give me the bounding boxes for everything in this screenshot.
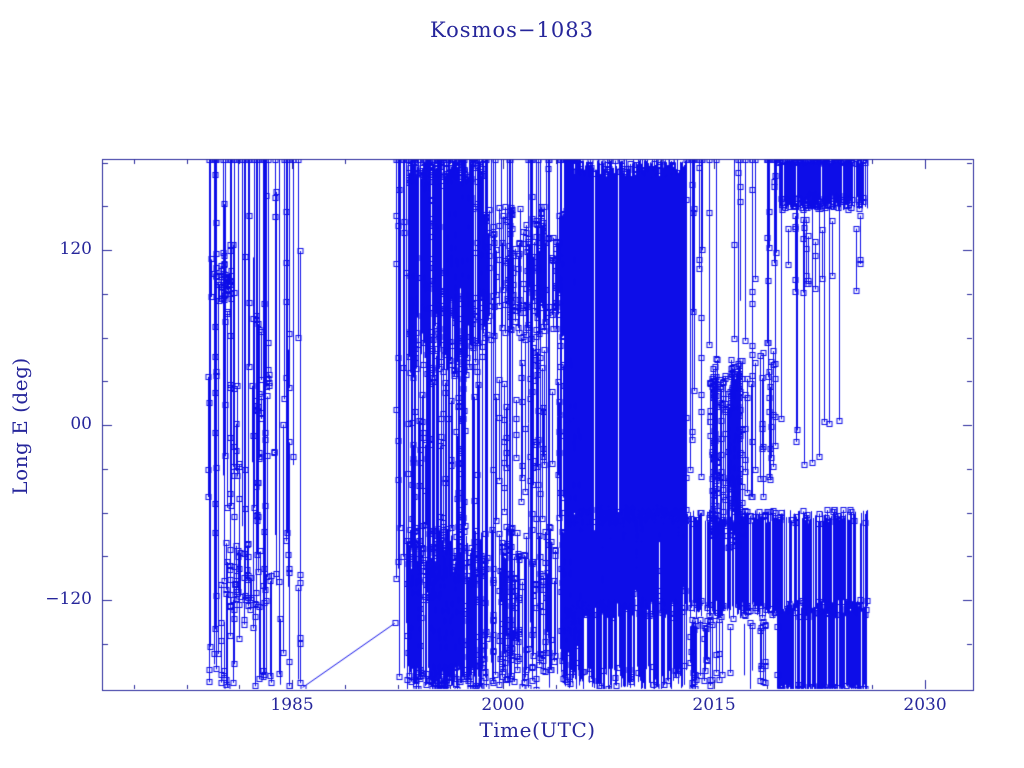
- y-tick-label: 120: [59, 239, 92, 259]
- x-tick-label: 2030: [903, 695, 947, 715]
- y-tick-label: −120: [45, 589, 92, 609]
- x-tick-label: 1985: [270, 695, 314, 715]
- x-axis-label: Time(UTC): [479, 718, 596, 742]
- y-tick-label: 00: [70, 414, 92, 434]
- x-tick-label: 2015: [692, 695, 736, 715]
- x-tick-label: 2000: [481, 695, 525, 715]
- chart-title: Kosmos−1083: [430, 18, 594, 42]
